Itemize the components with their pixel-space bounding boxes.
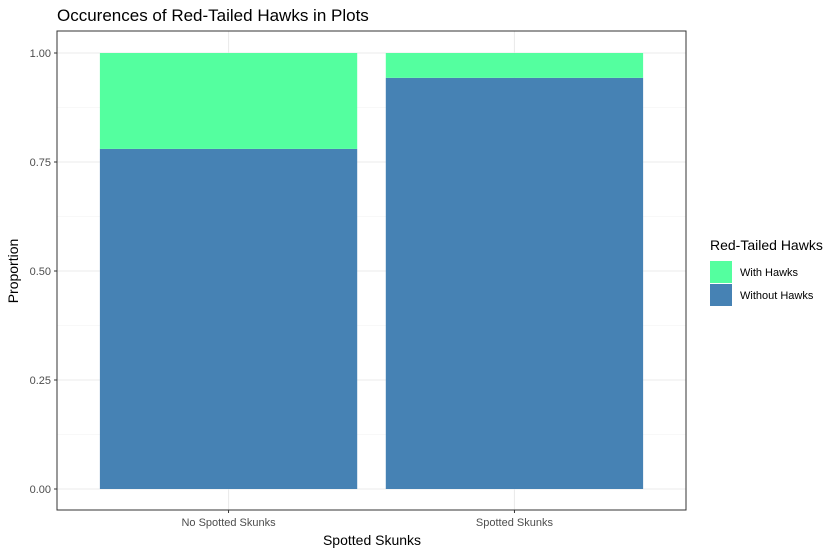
bar-with-hawks [99, 53, 358, 149]
legend-swatch [710, 284, 732, 306]
y-tick-label: 0.75 [30, 157, 51, 169]
x-axis: No Spotted Skunks Spotted Skunks [181, 510, 553, 529]
legend-swatch [710, 261, 732, 283]
y-tick-label: 0.25 [30, 375, 51, 387]
y-tick-label: 0.50 [30, 266, 51, 278]
y-tick-label: 1.00 [30, 48, 51, 60]
bars [99, 53, 644, 490]
bar-with-hawks [385, 53, 644, 78]
legend-label: With Hawks [740, 267, 799, 279]
legend: Red-Tailed Hawks With Hawks Without Hawks [710, 237, 823, 306]
bar-without-hawks [99, 148, 358, 490]
y-axis: 0.00 0.25 0.50 0.75 1.00 [30, 48, 57, 496]
legend-title: Red-Tailed Hawks [710, 237, 823, 253]
chart-title: Occurences of Red-Tailed Hawks in Plots [57, 6, 369, 25]
y-axis-label: Proportion [5, 239, 21, 304]
x-axis-label: Spotted Skunks [323, 532, 421, 548]
bar-without-hawks [385, 77, 644, 490]
x-tick-label: No Spotted Skunks [181, 517, 276, 529]
legend-label: Without Hawks [740, 290, 814, 302]
x-tick-label: Spotted Skunks [476, 517, 554, 529]
y-tick-label: 0.00 [30, 484, 51, 496]
